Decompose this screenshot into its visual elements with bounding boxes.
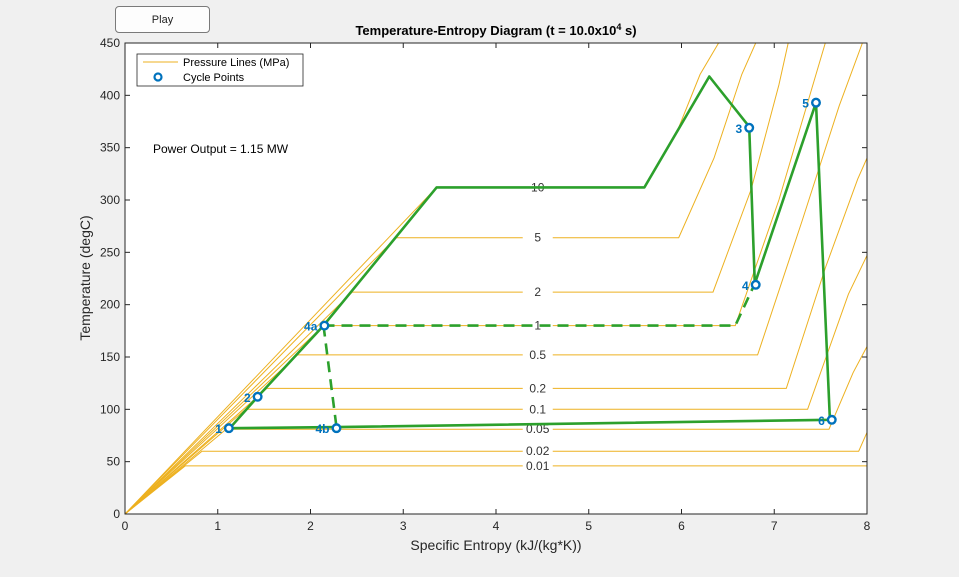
cycle-point-label-2: 2 (244, 391, 251, 405)
pressure-label-bg (522, 403, 553, 416)
y-tick-label: 100 (100, 402, 120, 416)
pressure-line-0.05 (125, 346, 867, 514)
power-output-annotation: Power Output = 1.15 MW (153, 142, 289, 156)
pressure-line-2 (125, 43, 789, 514)
cycle-point-label-4a: 4a (304, 320, 318, 334)
y-tick-label: 150 (100, 350, 120, 364)
pressure-label-0.01: 0.01 (526, 459, 550, 473)
legend-marker-swatch (153, 72, 163, 82)
pressure-label-bg (522, 231, 553, 244)
pressure-line-0.2 (125, 157, 867, 514)
x-tick-label: 6 (678, 519, 685, 533)
y-tick-label: 50 (107, 455, 121, 469)
pressure-label-bg (522, 459, 553, 472)
y-tick-label: 250 (100, 245, 120, 259)
legend-entry-pressure: Pressure Lines (MPa) (183, 57, 289, 69)
cycle-dashed-path-1 (323, 283, 756, 327)
pressure-label-bg (522, 286, 553, 299)
x-tick-label: 0 (122, 519, 129, 533)
plot-area (125, 43, 867, 514)
cycle-point-4b (331, 423, 342, 434)
cycle-point-label-5: 5 (802, 97, 809, 111)
cycle-point-3 (744, 122, 755, 133)
pressure-label-bg (522, 423, 553, 436)
cycle-point-label-3: 3 (736, 122, 743, 136)
y-tick-label: 200 (100, 298, 120, 312)
x-tick-label: 2 (307, 519, 314, 533)
cycle-point-label-4: 4 (742, 279, 749, 293)
cycle-point-label-4b: 4b (315, 422, 329, 436)
pressure-label-bg (522, 348, 553, 361)
pressure-label-1: 1 (534, 319, 541, 333)
pressure-label-0.05: 0.05 (526, 422, 550, 436)
cycle-path (228, 75, 832, 430)
y-tick-label: 0 (113, 507, 120, 521)
y-tick-label: 300 (100, 193, 120, 207)
cycle-lines (228, 75, 832, 430)
y-tick-label: 350 (100, 141, 120, 155)
pressure-label-5: 5 (534, 231, 541, 245)
legend: Pressure Lines (MPa) Cycle Points (136, 53, 304, 87)
legend-entry-points: Cycle Points (183, 72, 245, 84)
chart-title: Temperature-Entropy Diagram (t = 10.0x10… (355, 22, 636, 38)
pressure-label-0.1: 0.1 (529, 402, 546, 416)
axes: 0 1 2 3 4 5 6 7 8 0 50 100 150 200 250 300 350 400 450 (100, 36, 871, 533)
pressure-line-0.01 (125, 465, 867, 514)
x-tick-label: 7 (771, 519, 778, 533)
legend-box (136, 53, 304, 87)
pressure-label-bg (522, 382, 553, 395)
y-axis-label: Temperature (degC) (77, 215, 93, 340)
pressure-line-5 (125, 43, 757, 514)
cycle-point-1 (223, 423, 234, 434)
y-tick-label: 400 (100, 88, 120, 102)
pressure-line-0.1 (125, 255, 867, 514)
x-tick-label: 5 (585, 519, 592, 533)
pressure-line-0.5 (125, 43, 863, 514)
cycle-points: 1 2 4a 4b 3 4 5 6 (215, 97, 837, 436)
pressure-label-0.2: 0.2 (529, 381, 546, 395)
cycle-point-4 (750, 279, 761, 290)
pressure-line-1 (125, 43, 826, 514)
cycle-point-2 (252, 391, 263, 402)
cycle-point-4a (319, 320, 330, 331)
x-tick-label: 4 (493, 519, 500, 533)
cycle-point-5 (810, 97, 821, 108)
cycle-point-6 (826, 414, 837, 425)
x-tick-label: 8 (864, 519, 871, 533)
pressure-label-0.5: 0.5 (529, 348, 546, 362)
pressure-label-0.02: 0.02 (526, 444, 550, 458)
cycle-point-label-1: 1 (215, 422, 222, 436)
cycle-point-label-6: 6 (818, 414, 825, 428)
x-tick-label: 3 (400, 519, 407, 533)
y-tick-label: 450 (100, 36, 120, 50)
x-tick-label: 1 (214, 519, 221, 533)
play-button[interactable]: Play (115, 6, 210, 33)
pressure-label-bg (522, 319, 553, 332)
x-axis-label: Specific Entropy (kJ/(kg*K)) (410, 537, 581, 553)
pressure-label-2: 2 (534, 285, 541, 299)
pressure-label-bg (522, 445, 553, 458)
